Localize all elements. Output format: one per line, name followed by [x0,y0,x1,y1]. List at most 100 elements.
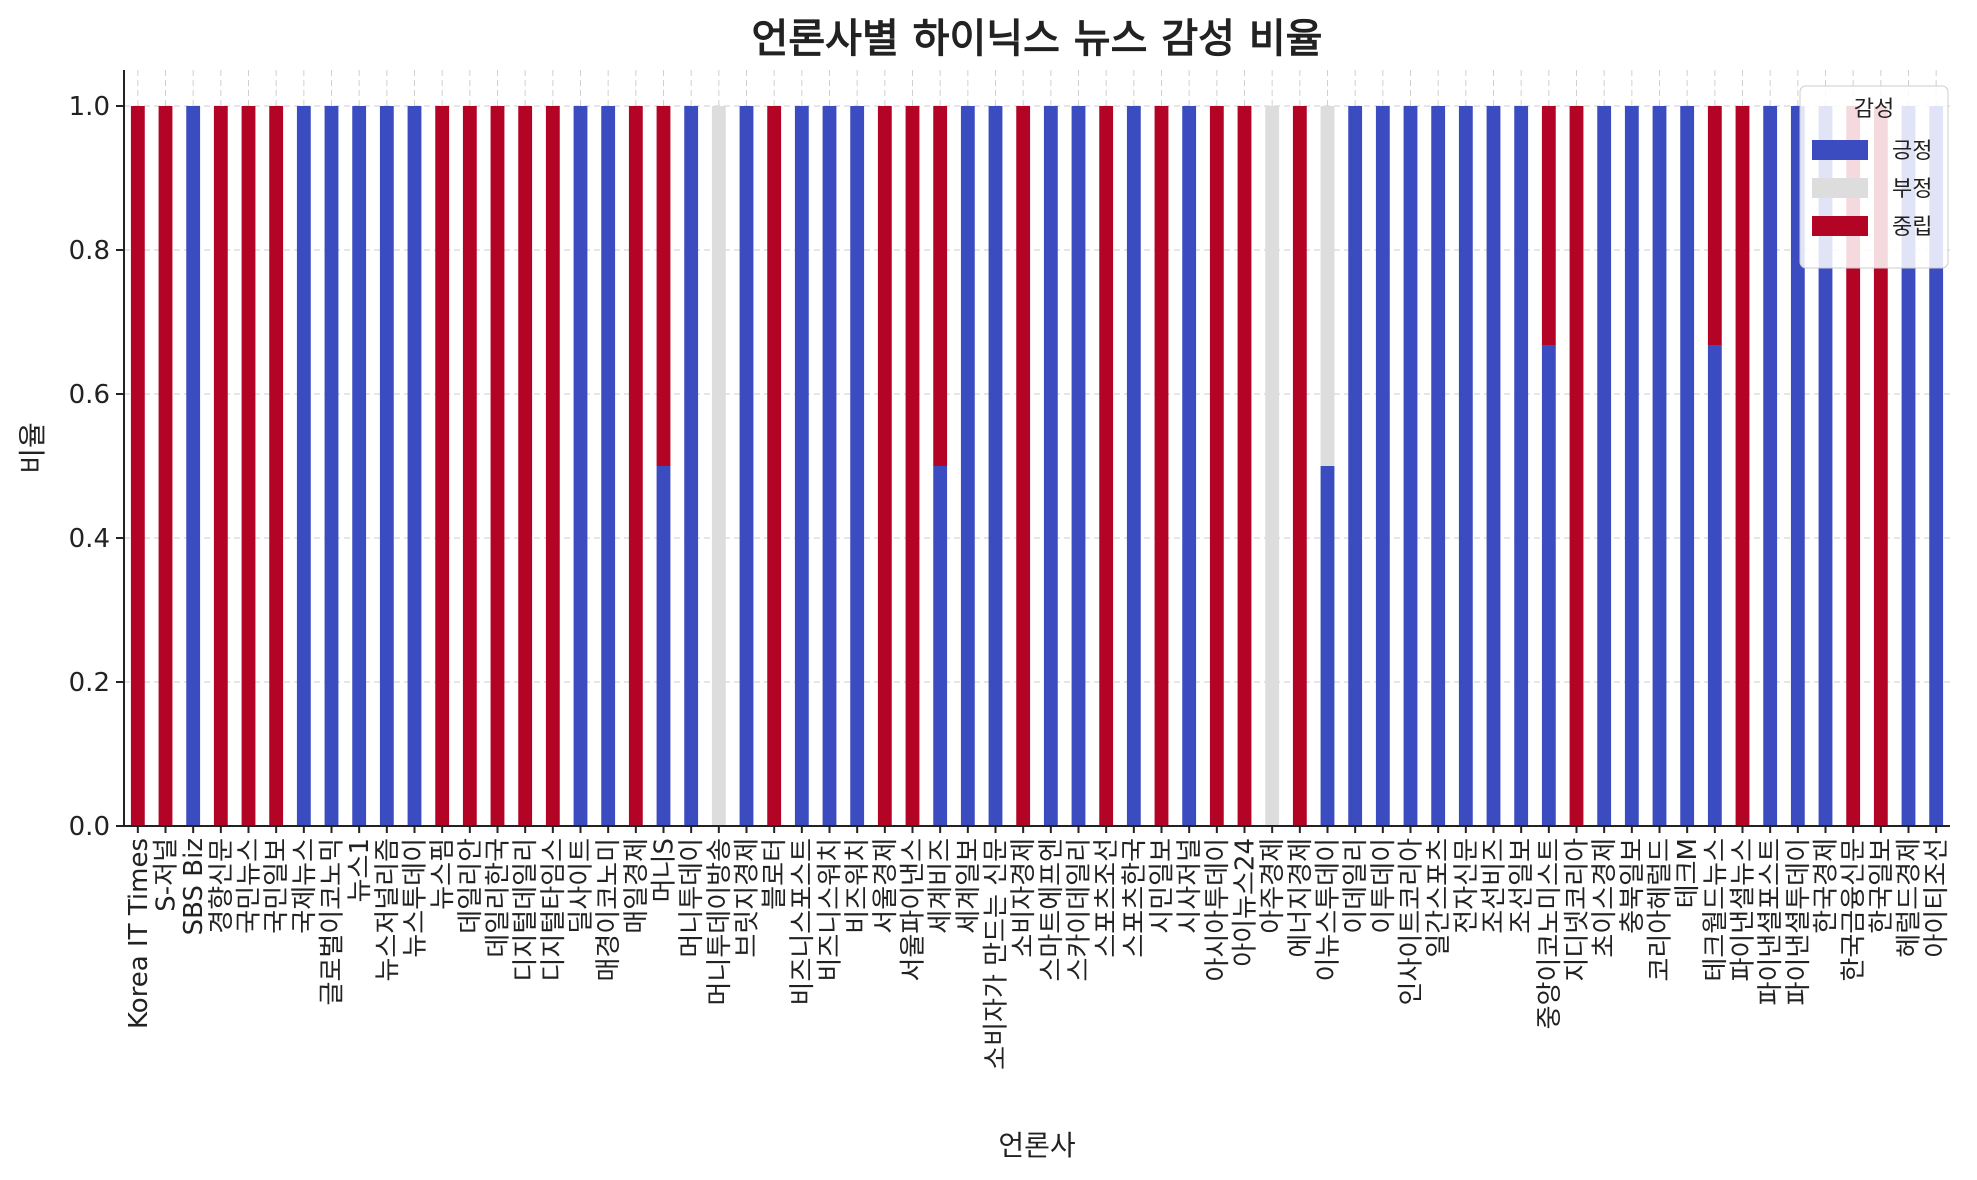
x-tick-label: 비즈니스포스트 [788,838,818,1005]
bar-segment-긍정 [573,106,588,826]
x-tick-label: 파이낸셜뉴스 [1729,838,1759,982]
bar-segment-중립 [1873,106,1888,826]
y-tick-label: 0.0 [69,812,110,842]
bar-segment-부정 [1265,106,1280,826]
x-tick-label: SBS Biz [179,838,209,935]
x-tick-label: 초이스경제 [1590,838,1620,958]
bar-segment-긍정 [324,106,339,826]
x-tick-label: 블로터 [760,838,790,910]
x-tick-label: 헤럴드경제 [1895,838,1925,958]
bar-segment-중립 [462,106,477,826]
legend-label: 부정 [1892,177,1932,202]
x-tick-label: 이뉴스투데이 [1314,838,1344,982]
grid-lines [124,70,1950,827]
bar-segment-긍정 [1818,106,1833,826]
bar-segment-긍정 [1182,106,1197,826]
x-tick-label: 디지털데일리 [511,838,541,982]
x-tick-label: 디지털타임스 [539,838,569,982]
bar-segment-긍정 [1348,106,1363,826]
x-tick-label: 서울경제 [871,838,901,934]
bar-segment-긍정 [988,106,1003,826]
x-tick-label: 서울파이낸스 [899,838,929,982]
bar-segment-긍정 [1929,106,1944,826]
x-tick-label: 인사이트코리아 [1397,838,1427,1006]
bar-segment-긍정 [1707,345,1722,826]
x-tick-label: 중앙이코노미스트 [1535,838,1565,1029]
bar-segment-중립 [435,106,450,826]
bar-segment-중립 [1735,106,1750,826]
bar-segment-중립 [1707,106,1722,346]
bar-segment-중립 [767,106,782,826]
bar-segment-중립 [158,106,173,826]
legend-label: 중립 [1892,215,1932,240]
bar-segment-긍정 [352,106,367,826]
bar-segment-긍정 [186,106,201,826]
legend-swatch [1812,216,1868,236]
x-tick-label: 뉴스핌 [428,838,458,910]
x-tick-label: 한국금융신문 [1839,838,1869,982]
bar-segment-긍정 [1763,106,1778,826]
bar-segment-중립 [545,106,560,826]
x-tick-label: 전자신문 [1452,838,1482,934]
x-tick-label: 시사저널 [1175,838,1205,934]
bar-segment-중립 [1846,106,1861,826]
x-tick-label: 아이뉴스24 [1231,838,1261,967]
bar-segment-중립 [1016,106,1031,826]
bar-segment-중립 [905,106,920,826]
x-tick-label: 소비자경제 [1009,838,1039,958]
x-tick-label: 테크월드뉴스 [1701,838,1731,982]
x-tick-label: 세계비즈 [926,838,956,934]
x-tick-label: 국민뉴스 [235,838,265,934]
bar-segment-긍정 [960,106,975,826]
x-tick-label: 뉴스투데이 [401,838,431,958]
y-tick-label: 0.6 [69,380,110,410]
y-ticks: 0.0 0.2 0.4 0.6 0.8 1.0 [69,92,124,842]
x-tick-label: 이투데이 [1369,838,1399,934]
x-tick-label: 국민일보 [262,838,292,934]
x-tick-label: 머니투데이 [677,838,707,958]
bar-segment-긍정 [1431,106,1446,826]
x-tick-label: S-저널 [152,838,182,912]
bar-segment-긍정 [1071,106,1086,826]
x-tick-label: 머니투데이방송 [705,838,735,1005]
bar-segment-긍정 [1486,106,1501,826]
bar-segment-긍정 [1514,106,1529,826]
y-tick-label: 0.4 [69,524,110,554]
x-tick-label: 데일리안 [456,838,486,934]
bar-segment-긍정 [850,106,865,826]
x-tick-label: 테크M [1673,838,1703,908]
x-tick-label: 머니S [650,838,680,902]
x-tick-label: 지디넷코리아 [1563,838,1593,982]
bar-segment-중립 [628,106,643,826]
x-axis-label: 언론사 [998,1129,1075,1162]
x-tick-label: 비즈워치 [843,838,873,934]
bar-segment-중립 [933,106,948,466]
x-tick-label: 아시아투데이 [1203,838,1233,982]
legend-swatch [1812,178,1868,198]
x-tick-label: 한국일보 [1867,838,1897,934]
chart-title: 언론사별 하이닉스 뉴스 감성 비율 [752,16,1323,62]
x-tick-label: 파이낸셜투데이 [1784,838,1814,1005]
legend-label: 긍정 [1892,139,1932,164]
bar-segment-긍정 [933,466,948,826]
bar-segment-중립 [1237,106,1252,826]
x-tick-label: 파이낸셜포스트 [1756,838,1786,1005]
x-tick-label: 한국경제 [1812,838,1842,934]
x-tick-label: 글로벌이코노믹 [318,838,348,1005]
bar-segment-긍정 [1680,106,1695,826]
x-tick-label: 비즈니스워치 [816,838,846,982]
x-tick-label: 조선비즈 [1480,838,1510,934]
x-tick-label: 데일리한국 [484,838,514,958]
bar-segment-긍정 [296,106,311,826]
x-tick-label: 이데일리 [1341,838,1371,934]
x-tick-label: 시민일보 [1148,838,1178,934]
bar-segment-중립 [213,106,228,826]
y-tick-label: 0.8 [69,236,110,266]
bar-segment-긍정 [1541,345,1556,826]
bar-segment-긍정 [1458,106,1473,826]
bar-segment-긍정 [1320,466,1335,826]
x-tick-label: 뉴스1 [345,838,375,902]
x-tick-label: 일간스포츠 [1424,838,1454,958]
